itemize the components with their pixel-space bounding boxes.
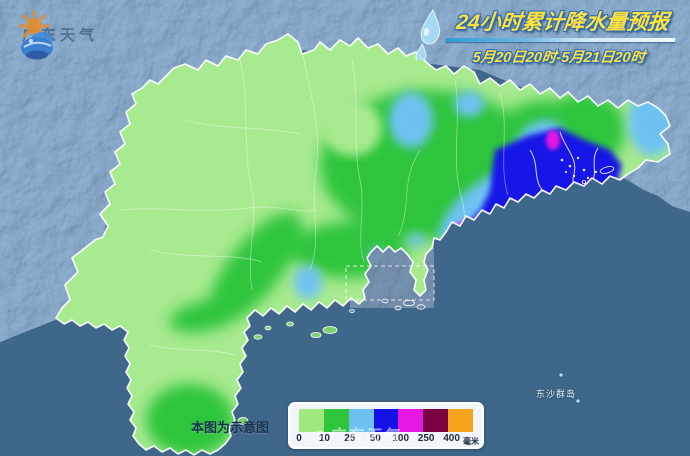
dongsha-islets <box>559 373 580 403</box>
legend-tick: 0 <box>296 433 302 444</box>
legend-unit: 毫米 <box>463 437 479 446</box>
legend-tick: 100 <box>392 433 410 444</box>
legend-swatch <box>299 409 324 432</box>
dongsha-islands-label: 东沙群岛 <box>536 389 577 399</box>
schematic-disclaimer: 本图为示意图 <box>191 420 270 435</box>
legend-tick: 250 <box>417 433 435 444</box>
legend-tick: 10 <box>318 433 330 444</box>
legend-swatch <box>423 409 449 432</box>
legend-swatch <box>348 409 374 432</box>
map-title: 24小时累计降水量预报 <box>455 11 670 34</box>
legend-swatch <box>373 409 399 432</box>
legend-swatch <box>323 409 349 432</box>
legend-tick: 50 <box>369 433 381 444</box>
legend-color-bar <box>299 409 474 432</box>
weather-mascot-icon <box>18 10 53 60</box>
dashed-boundary <box>345 265 435 301</box>
rainfall-legend: 0 10 25 50 100 250 400 毫米 ◎广东天气 <box>288 402 484 449</box>
forecast-period: 5月20日20时-5月21日20时 <box>471 50 646 66</box>
brand-logo: 广东天气 <box>14 10 98 60</box>
legend-tick: 25 <box>344 433 356 444</box>
title-block: 24小时累计降水量预报 5月20日20时-5月21日20时 <box>415 6 683 67</box>
legend-tick: 400 <box>443 433 460 444</box>
shantou-islets <box>560 156 598 180</box>
coastal-islands <box>237 166 615 425</box>
title-underline <box>445 38 676 42</box>
legend-swatch <box>448 409 474 432</box>
legend-swatch <box>398 409 424 432</box>
district-boundaries <box>119 41 509 356</box>
legend-ticks: 0 10 25 50 100 250 400 <box>290 433 482 447</box>
